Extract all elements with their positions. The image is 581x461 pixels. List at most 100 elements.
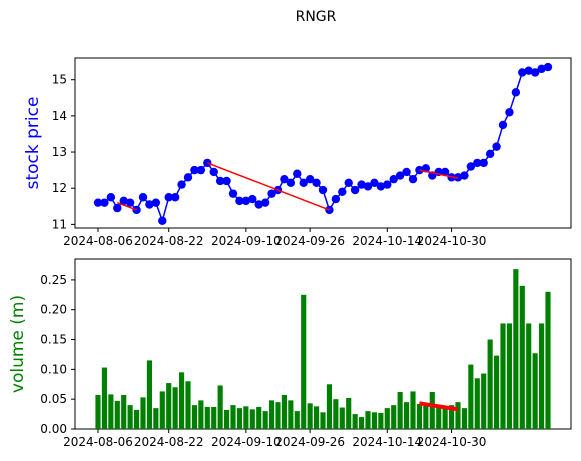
volume-bar [262, 411, 268, 429]
price-y-tick-label: 13 [52, 145, 67, 159]
volume-bar [378, 412, 384, 429]
volume-bar [281, 395, 287, 429]
volume-bar [179, 372, 185, 429]
price-point [151, 198, 161, 207]
price-point [125, 198, 135, 207]
price-point [170, 193, 180, 202]
price-point [228, 189, 238, 198]
volume-bars [95, 269, 551, 429]
price-x-tick-label: 2024-09-10 [211, 234, 281, 248]
price-point [338, 187, 347, 197]
price-point [299, 178, 308, 187]
price-trend-line [207, 162, 330, 211]
price-point [106, 193, 116, 202]
volume-bar [320, 412, 326, 429]
volume-bar [539, 323, 545, 429]
price-point [183, 173, 193, 182]
volume-bar [301, 294, 307, 429]
volume-x-tick-label: 2024-10-14 [352, 435, 422, 449]
volume-bar [101, 367, 107, 429]
price-point [370, 178, 379, 187]
price-point [235, 196, 244, 206]
volume-x-tick-label: 2024-09-26 [275, 435, 345, 449]
volume-bar [95, 395, 101, 429]
price-y-tick-label: 14 [52, 109, 67, 123]
price-point [222, 176, 231, 186]
price-point [498, 120, 508, 130]
volume-bar [436, 405, 442, 429]
volume-bar [166, 383, 172, 429]
volume-bar [461, 408, 467, 429]
volume-bar [359, 417, 365, 429]
price-point [408, 174, 418, 184]
price-point [440, 167, 450, 177]
price-point [100, 198, 109, 207]
volume-x-ticks: 2024-08-06 2024-08-22 2024-09-102024-09-26… [63, 429, 486, 449]
volume-y-ticks: 0.00 0.05 0.10 0.15 0.20 0.25 [40, 273, 75, 436]
volume-bar [307, 403, 313, 429]
volume-bar [494, 355, 500, 429]
price-x-tick-label: 2024-09-26 [275, 234, 345, 248]
volume-bar [519, 285, 525, 429]
price-point [145, 200, 154, 209]
price-point [158, 216, 167, 225]
price-y-tick-label: 12 [52, 181, 67, 195]
price-x-tick-label: 2024-10-30 [417, 234, 487, 248]
price-point [113, 203, 122, 213]
price-y-tick-label: 11 [52, 217, 67, 231]
price-x-tick-label: 2024-10-14 [352, 234, 422, 248]
price-trend-line [117, 201, 137, 211]
price-point [241, 196, 251, 206]
price-point [543, 62, 553, 72]
chart-title: RNGR [296, 9, 337, 25]
price-point [190, 165, 199, 175]
volume-bar [230, 405, 236, 429]
volume-bar [275, 402, 281, 429]
volume-bar [397, 392, 403, 429]
volume-bar [140, 397, 146, 429]
price-point [215, 176, 225, 186]
volume-bar [346, 397, 352, 429]
volume-bar [198, 400, 204, 429]
price-point [402, 167, 411, 177]
volume-bar [249, 409, 255, 429]
volume-bar [423, 405, 429, 429]
volume-bar [339, 407, 345, 429]
price-point [466, 162, 476, 171]
volume-bar [352, 414, 358, 429]
volume-bar [172, 387, 178, 429]
price-point [485, 149, 495, 159]
volume-bar [487, 339, 493, 429]
price-point [460, 171, 469, 180]
volume-bar [455, 402, 461, 429]
price-y-ticks: 11 12 13 14 15 [52, 73, 75, 231]
volume-bar [333, 399, 339, 429]
volume-bar [217, 385, 223, 429]
volume-bar [314, 406, 320, 429]
price-point [177, 180, 186, 189]
price-point [305, 174, 315, 184]
price-point [511, 88, 521, 97]
volume-bar [442, 408, 448, 429]
volume-y-tick-label: 0.00 [40, 422, 67, 436]
price-plot-frame [74, 57, 572, 229]
price-point [537, 64, 546, 74]
volume-bar [108, 394, 114, 429]
price-point [318, 185, 328, 195]
volume-bar [153, 408, 159, 429]
volume-trend-lines [419, 401, 459, 412]
volume-bar [269, 400, 275, 429]
price-point [312, 178, 321, 187]
volume-bar [526, 323, 532, 429]
volume-bar [481, 373, 487, 429]
volume-bar [500, 323, 506, 429]
volume-bar [449, 405, 455, 429]
volume-bar [134, 409, 140, 429]
volume-bar [211, 406, 217, 429]
price-point [248, 194, 257, 204]
price-point [267, 189, 276, 198]
volume-bar [371, 412, 377, 429]
price-point [357, 180, 366, 189]
price-point [395, 171, 405, 180]
volume-bar [121, 395, 127, 429]
